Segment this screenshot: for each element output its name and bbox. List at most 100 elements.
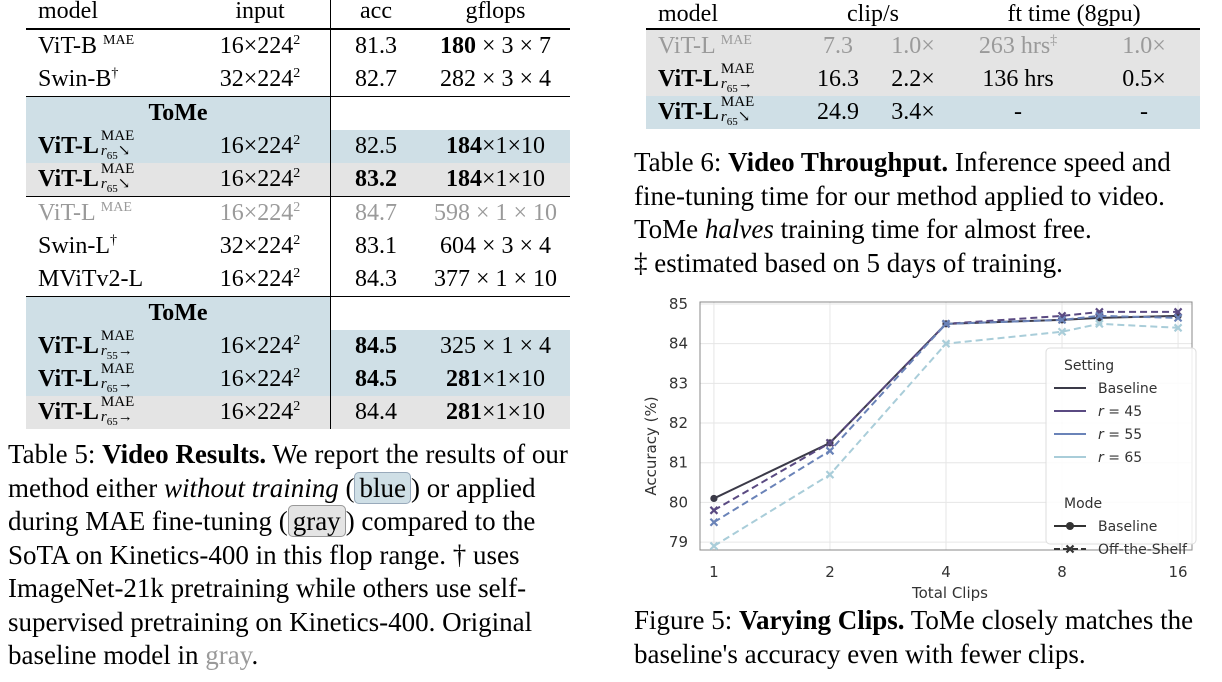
legend-item-label: Off-the-Shelf	[1098, 542, 1188, 558]
model-name: ViT-L	[658, 66, 719, 92]
series-line	[713, 314, 1179, 524]
x-tick-label: 8	[1057, 563, 1067, 581]
r-symbol: r	[100, 176, 107, 193]
model-sup: MAE	[103, 33, 135, 48]
acc-value: 82.7	[355, 66, 397, 92]
x-tick-label: 2	[825, 563, 835, 581]
col-header-ft-time: ft time (8gpu)	[948, 0, 1200, 30]
clips-value: 24.9	[798, 96, 878, 129]
series-line	[713, 310, 1179, 512]
acc-value: 83.1	[355, 233, 397, 259]
caption-emphasis: halves	[704, 214, 774, 244]
section-label: ToMe	[26, 96, 331, 130]
flops-value: ×1×10	[481, 133, 546, 159]
table-row: ViT-L MAE 16×2242 84.7 598 × 1 × 10	[26, 196, 570, 230]
r-value: 65	[106, 150, 118, 163]
model-name: ViT-L	[658, 33, 715, 59]
mae-label: MAE	[100, 394, 135, 411]
data-point	[1173, 313, 1183, 323]
input-size: 16×224	[219, 399, 294, 425]
gray-word: gray	[205, 640, 252, 670]
acc-value: 82.5	[330, 130, 421, 163]
y-tick-label: 81	[669, 454, 688, 472]
r-value: 65	[106, 383, 118, 396]
input-size: 32×224	[219, 233, 294, 259]
flops-value: × 3 × 7	[475, 33, 552, 59]
input-sup: 2	[293, 133, 301, 148]
input-size: 16×224	[219, 333, 294, 359]
caption-text: training time for almost free.	[773, 214, 1092, 244]
arrow-down-icon: ↘	[737, 109, 751, 126]
r-symbol: r	[100, 376, 107, 393]
section-row: ToMe	[26, 296, 570, 330]
y-tick-label: 82	[669, 414, 688, 432]
caption-title: Varying Clips.	[739, 605, 905, 635]
acc-value: 84.5	[355, 333, 397, 359]
mae-annotation: MAE r65→	[99, 394, 143, 428]
caption-text: ) compared to the SoTA on Kinetics-400 i…	[8, 506, 536, 670]
data-point	[1095, 311, 1104, 321]
legend-item-label: Baseline	[1098, 519, 1157, 535]
input-sup: 2	[293, 366, 301, 381]
clips-speedup: 2.2×	[878, 63, 948, 96]
flops-value: ×1×10	[481, 366, 546, 392]
data-point	[941, 319, 951, 329]
acc-value: 84.5	[355, 366, 397, 392]
caption-text: We report the results of our method eith…	[8, 439, 568, 503]
flops-value: ×1×10	[481, 166, 546, 192]
series-line	[713, 322, 1179, 547]
table-row: ViT-L MAE r65↘ 16×2242 83.2 184×1×10	[26, 161, 570, 197]
clips-speedup: 1.0×	[878, 29, 948, 63]
data-point	[1057, 315, 1067, 325]
flops-value: ×1×10	[481, 399, 546, 425]
model-name: ViT-L	[38, 399, 99, 425]
r-symbol: r	[100, 143, 107, 160]
data-point	[825, 446, 835, 456]
model-sup: †	[110, 233, 117, 248]
blue-chip: blue	[354, 471, 411, 504]
r-value: 65	[726, 116, 738, 129]
gray-chip: gray	[287, 505, 346, 537]
flops-bold: 180	[439, 33, 476, 59]
table-row: Swin-B† 32×2242 82.7 282 × 3 × 4	[26, 63, 570, 97]
data-point	[710, 494, 718, 503]
ft-speedup: 1.0×	[1088, 29, 1200, 63]
mae-annotation: MAE r65→	[719, 61, 763, 95]
legend-marker	[1066, 522, 1074, 530]
flops-bold: 281	[445, 366, 482, 392]
ft-time: 263 hrs	[978, 33, 1051, 59]
figure-5-chart: 79 80 81 82 83 84 85 1 2 4 8 16 Total Clips Accurac…	[642, 295, 1197, 602]
table-6-caption: Table 6: Video Throughput. Inference spe…	[634, 146, 1222, 280]
input-sup: 2	[293, 66, 301, 81]
model-name: ViT-L	[38, 133, 99, 159]
y-tick-label: 85	[669, 295, 688, 313]
mae-label: MAE	[720, 61, 755, 78]
flops-bold: 184	[445, 166, 482, 192]
flops-bold: 281	[445, 399, 482, 425]
r-symbol: r	[720, 109, 727, 126]
data-point	[1095, 319, 1104, 329]
legend-r-symbol: r	[1098, 404, 1105, 420]
caption-emphasis: without training	[163, 472, 339, 503]
caption-text: ) or applied during MAE fine-tuning (	[8, 472, 536, 537]
y-tick-label: 80	[669, 493, 688, 511]
arrow-right-icon: →	[117, 409, 133, 426]
table-row: ViT-L MAE r55→ 16×2242 84.5 325 × 1 × 4	[26, 328, 570, 363]
ft-speedup: 0.5×	[1088, 63, 1200, 96]
data-point	[709, 541, 719, 551]
input-sup: 2	[293, 166, 301, 181]
x-axis-label: Total Clips	[911, 584, 988, 602]
legend-r-value: = 55	[1104, 427, 1142, 443]
table-5-caption: Table 5: Video Results. We report the re…	[8, 438, 592, 673]
input-sup: 2	[293, 200, 301, 215]
mae-label: MAE	[100, 328, 135, 345]
legend-title-setting: Setting	[1064, 358, 1114, 374]
table-5: model input acc gflops ViT-B MAE 16×2242…	[26, 0, 570, 429]
arrow-down-icon: ↘	[117, 176, 131, 193]
model-name: ViT-L	[38, 166, 99, 192]
data-point	[709, 506, 719, 515]
flops-value: 377 × 1 × 10	[433, 266, 558, 292]
legend-title-mode: Mode	[1064, 496, 1102, 512]
table-row: ViT-L MAE r65→ 16×2242 84.4 281×1×10	[26, 394, 570, 429]
